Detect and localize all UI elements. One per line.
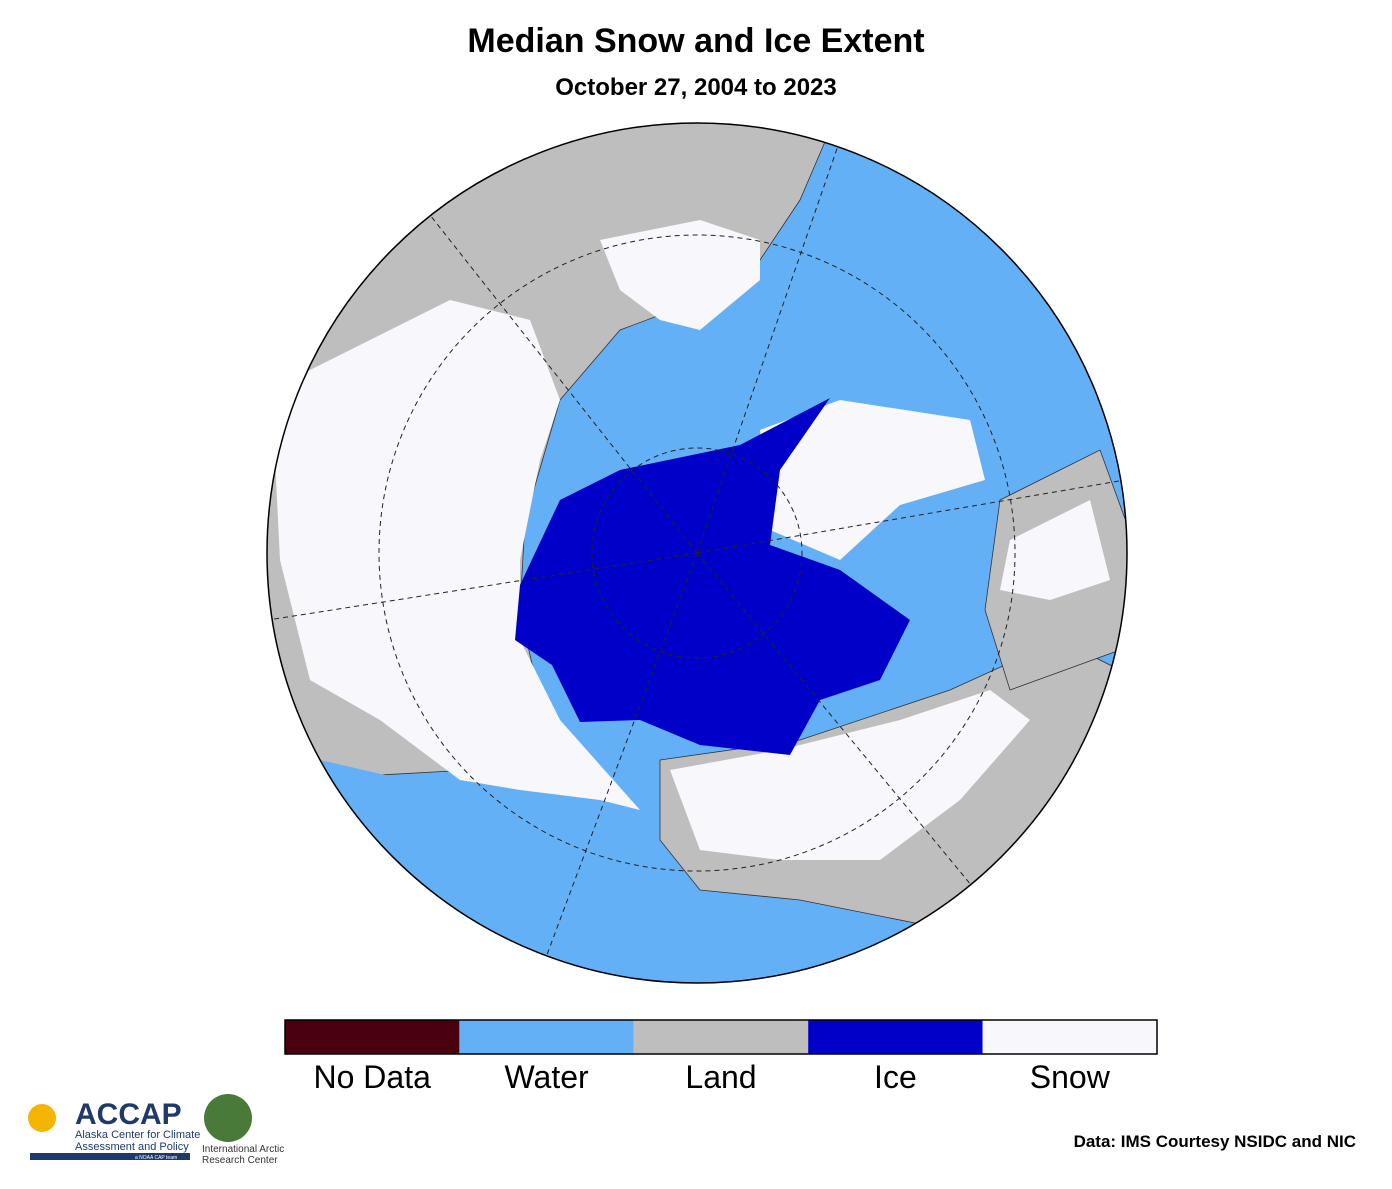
siberia-snow xyxy=(275,300,640,810)
accap-logo: ACCAP Alaska Center for Climate Assessme… xyxy=(28,1098,200,1161)
legend-label: Land xyxy=(685,1059,756,1095)
legend-label: Snow xyxy=(1030,1059,1111,1095)
logo-text: Research Center xyxy=(202,1155,278,1166)
logo-name: ACCAP xyxy=(75,1098,182,1131)
greenland-snow xyxy=(760,400,985,560)
scandinavia-snow xyxy=(600,220,760,330)
logo-text: Assessment and Policy xyxy=(75,1141,189,1153)
logo-sun xyxy=(28,1104,56,1132)
logo-text: a NOAA CAP team xyxy=(135,1155,177,1161)
legend-swatch xyxy=(459,1020,634,1054)
polar-map xyxy=(267,123,1127,983)
legend-swatch xyxy=(982,1020,1157,1054)
legend-swatch xyxy=(285,1020,460,1054)
legend-label: No Data xyxy=(314,1059,432,1095)
legend: No Data Water Land Ice Snow xyxy=(284,1019,1158,1095)
legend-label: Water xyxy=(505,1059,590,1095)
alaska-snow xyxy=(670,690,1030,860)
labrador-snow xyxy=(1000,500,1110,600)
title: Median Snow and Ice Extent xyxy=(467,22,924,60)
iarc-logo: International Arctic Research Center xyxy=(202,1094,284,1166)
logo-text: International Arctic xyxy=(202,1144,284,1155)
legend-swatch xyxy=(633,1020,809,1054)
source-note: Data: IMS Courtesy NSIDC and NIC xyxy=(1074,1132,1356,1151)
logo-bar xyxy=(30,1153,190,1160)
sea-ice xyxy=(515,398,910,755)
pacific-ocean xyxy=(320,760,640,983)
legend-swatch xyxy=(808,1020,983,1054)
legend-label: Ice xyxy=(874,1059,917,1095)
logo-text: Alaska Center for Climate xyxy=(75,1129,200,1141)
map-border xyxy=(266,122,1128,984)
subtitle: October 27, 2004 to 2023 xyxy=(555,74,836,101)
graticule xyxy=(267,139,1126,961)
legend-border xyxy=(284,1019,1158,1055)
logo-globe xyxy=(204,1094,252,1142)
